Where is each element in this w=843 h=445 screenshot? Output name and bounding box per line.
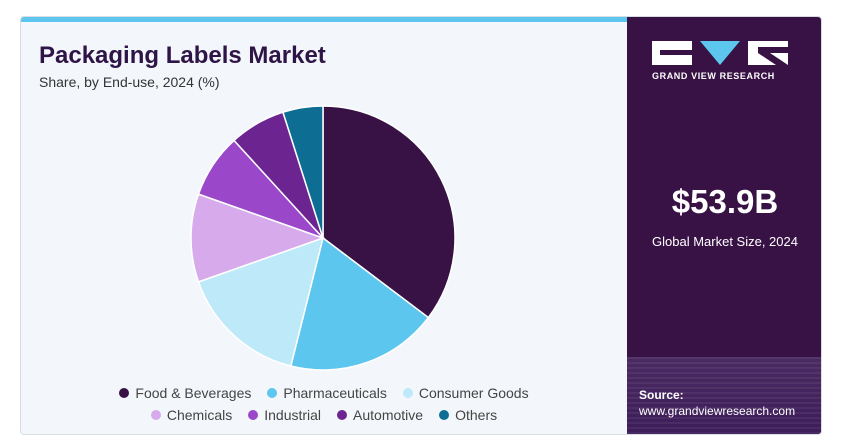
chart-legend: Food & Beverages Pharmaceuticals Consumer … — [21, 382, 627, 426]
market-size-value: $53.9B — [671, 183, 779, 220]
source-title: Source: — [639, 388, 684, 402]
legend-row: Chemicals Industrial Automotive Others — [21, 404, 627, 426]
legend-swatch-icon — [439, 410, 450, 420]
legend-swatch-icon — [267, 388, 278, 398]
legend-swatch-icon — [337, 410, 348, 420]
pie-slice-others — [282, 105, 324, 239]
legend-swatch-icon — [248, 410, 259, 420]
legend-label: Food & Beverages — [135, 385, 252, 401]
pie-chart — [190, 105, 456, 371]
legend-label: Automotive — [353, 407, 424, 423]
legend-item: Chemicals — [150, 407, 233, 423]
legend-label: Chemicals — [166, 407, 233, 423]
brand-logo: GRAND VIEW RESEARCH — [652, 41, 798, 81]
infographic-card: Packaging Labels Market Share, by End-us… — [20, 16, 822, 435]
legend-swatch-icon — [402, 388, 413, 398]
pie-slice-food-beverages — [322, 105, 456, 319]
chart-title: Packaging Labels Market — [39, 42, 326, 69]
legend-item: Automotive — [337, 407, 423, 423]
brand-name: GRAND VIEW RESEARCH — [652, 71, 775, 81]
pie-slice-pharmaceuticals — [289, 236, 430, 371]
legend-row: Food & Beverages Pharmaceuticals Consumer … — [21, 382, 627, 404]
accent-bar — [21, 17, 627, 22]
legend-swatch-icon — [150, 410, 161, 420]
source-link[interactable]: www.grandviewresearch.com — [639, 404, 796, 418]
summary-panel: GRAND VIEW RESEARCH $53.9B Global Market… — [627, 17, 821, 434]
legend-item: Industrial — [248, 407, 321, 423]
legend-item: Food & Beverages — [119, 385, 251, 401]
legend-item: Pharmaceuticals — [267, 385, 387, 401]
legend-label: Others — [455, 407, 498, 423]
legend-label: Pharmaceuticals — [283, 385, 387, 401]
source-box: Source: www.grandviewresearch.com — [627, 357, 821, 434]
legend-item: Consumer Goods — [402, 385, 529, 401]
legend-label: Industrial — [264, 407, 322, 423]
chart-subtitle: Share, by End-use, 2024 (%) — [39, 74, 220, 90]
legend-label: Consumer Goods — [418, 385, 529, 401]
chart-panel: Packaging Labels Market Share, by End-us… — [21, 22, 627, 434]
legend-item: Others — [439, 407, 497, 423]
legend-swatch-icon — [119, 388, 130, 398]
logo-g-mark-icon — [652, 41, 692, 65]
pie-slice-chemicals — [190, 193, 326, 283]
logo-r-mark-icon — [748, 41, 788, 65]
logo-v-mark-icon — [700, 41, 740, 65]
gvr-logo-icon — [652, 41, 798, 65]
pie-slice-consumer-goods — [197, 236, 325, 367]
source-stripes — [627, 357, 821, 434]
market-size-label: Global Market Size, 2024 — [652, 234, 798, 249]
